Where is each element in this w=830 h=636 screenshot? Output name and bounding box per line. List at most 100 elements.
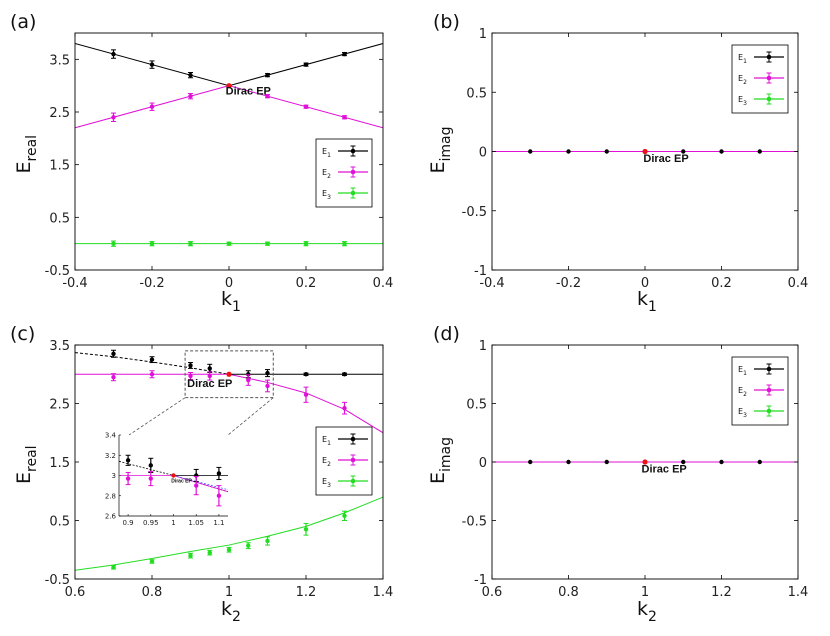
legend-box (731, 44, 789, 114)
data-point-e1 (528, 459, 533, 465)
legend-subscript: 2 (327, 173, 331, 180)
data-point-e1 (303, 62, 309, 67)
legend-subscript: 1 (327, 152, 331, 159)
y-tick-label: -0.5 (462, 205, 487, 220)
data-point-e1 (566, 149, 571, 154)
legend: E 1 E2 E3 (731, 356, 789, 426)
y-tick-label: -0.5 (462, 515, 487, 530)
x-axis-subscript: 2 (232, 609, 241, 625)
legend-box (315, 138, 373, 208)
legend: E1 E2 E3 (315, 138, 373, 208)
x-axis-label: k2 (637, 598, 657, 625)
legend-box (315, 426, 373, 496)
y-tick-label: -0.5 (45, 573, 70, 588)
legend-symbol: E (322, 456, 327, 465)
x-axis-symbol: k (637, 598, 648, 620)
legend-label-e1: E1 (322, 147, 331, 159)
inset-ep-point (171, 473, 176, 478)
panel-label: (b) (433, 11, 460, 33)
y-tick-label: 0.5 (49, 211, 70, 226)
legend-label-e2: E2 (738, 74, 747, 86)
data-point-e1 (207, 366, 212, 371)
data-point-e2 (149, 372, 155, 377)
x-tick-label: 1.2 (296, 585, 317, 600)
panel-c: 0.9 0.95 1 1.05 1.1 2.6 2.8 3 3.2 3.4 Dirac EP 0.6 0… (10, 323, 393, 625)
data-point-e1 (757, 149, 762, 154)
data-point-e3 (342, 241, 347, 246)
legend-symbol: E (738, 74, 743, 83)
y-axis-label: Eimag (427, 437, 454, 484)
legend-label-e3: E3 (322, 477, 331, 489)
legend-subscript: 2 (743, 79, 747, 86)
legend-label-e3: E3 (738, 407, 747, 419)
legend: E1 E2 E3 (731, 44, 789, 114)
inset-x-tick-label: 0.95 (143, 519, 159, 527)
inset-plot-area (119, 454, 228, 507)
x-axis-label: k1 (637, 288, 657, 315)
x-axis-symbol: k (221, 288, 232, 310)
legend-label-e3: E3 (738, 95, 747, 107)
legend-subscript: 1 (327, 440, 331, 447)
legend-subscript: 1 (743, 370, 747, 377)
data-point-e3 (226, 241, 232, 246)
legend-marker (766, 96, 772, 102)
x-tick-label: 0.2 (711, 276, 732, 291)
legend-label-e1: E1 (738, 53, 747, 65)
ep-annotation: Dirac EP (226, 86, 271, 98)
data-point-e1 (681, 149, 686, 154)
data-point-e2 (149, 104, 155, 109)
data-point-e1 (342, 51, 347, 57)
x-tick-label: 0 (641, 276, 649, 291)
data-point-e1 (246, 372, 251, 377)
legend-symbol: E (322, 168, 327, 177)
data-point-e1 (681, 459, 686, 465)
inset-point-e2 (216, 493, 222, 498)
y-tick-label: 0 (479, 146, 487, 161)
y-tick-label: -0.5 (45, 264, 70, 279)
data-point-e2 (342, 115, 347, 120)
inset-point-e1 (216, 471, 222, 476)
y-tick-label: 0.5 (466, 86, 487, 101)
legend-label-e2: E2 (738, 386, 747, 398)
data-point-e2 (111, 374, 116, 380)
x-axis-subscript: 1 (232, 299, 241, 315)
legend-marker (350, 457, 356, 463)
x-tick-label: -0.4 (479, 276, 504, 291)
y-axis-symbol: E (13, 161, 35, 173)
x-tick-label: -0.4 (62, 276, 87, 291)
x-tick-label: 1.2 (711, 585, 732, 600)
x-axis-subscript: 1 (648, 299, 657, 315)
ep-point (226, 371, 232, 377)
data-point-e2 (188, 373, 193, 379)
legend-box (731, 356, 789, 426)
legend-label-e3: E3 (322, 189, 331, 201)
data-point-e1 (604, 149, 609, 154)
plot-area (492, 148, 798, 155)
inset-x-tick-label: 1.1 (213, 519, 224, 527)
y-tick-label: 1.5 (49, 456, 70, 471)
data-point-e2 (188, 94, 193, 99)
x-axis-label: k2 (221, 598, 241, 625)
legend-symbol: E (738, 407, 743, 416)
plot-area (75, 43, 383, 247)
data-point-e3 (265, 241, 270, 246)
y-axis-symbol: E (427, 472, 449, 484)
data-point-e2 (342, 405, 347, 411)
y-tick-label: 0.5 (466, 398, 487, 413)
x-tick-label: 0.2 (296, 276, 317, 291)
y-axis-label: Eimag (427, 126, 454, 173)
y-axis-subscript: imag (438, 126, 454, 161)
ep-annotation: Dirac EP (643, 153, 688, 165)
panel-label: (a) (10, 11, 36, 33)
data-point-e2 (303, 392, 309, 397)
data-point-e1 (604, 459, 609, 465)
data-point-e2 (265, 383, 270, 389)
legend-subscript: 3 (327, 482, 331, 489)
inset-point-e2 (194, 483, 199, 488)
legend-marker (766, 366, 772, 372)
data-point-e1 (149, 357, 155, 362)
ep-point (642, 459, 648, 465)
ep-annotation: Dirac EP (187, 378, 232, 390)
